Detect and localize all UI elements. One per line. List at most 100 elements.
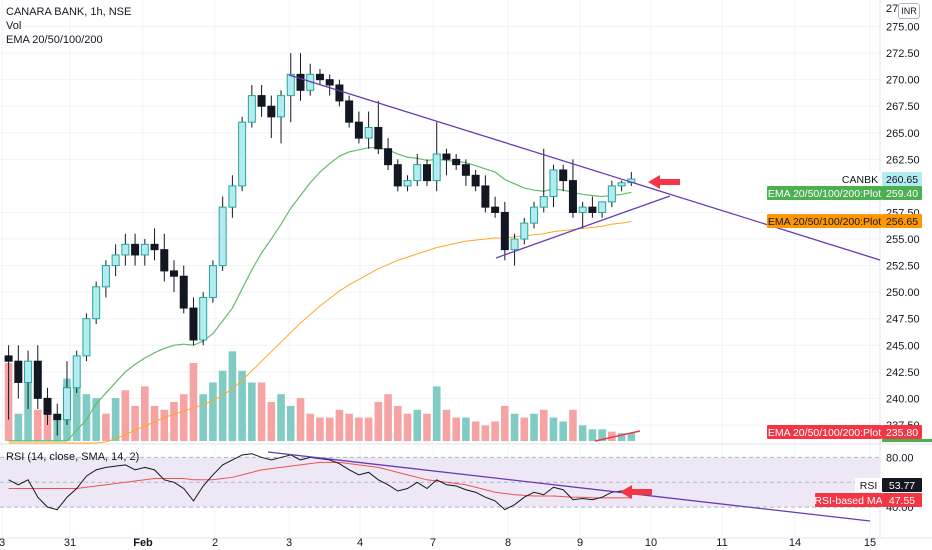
candle-up [286, 73, 295, 97]
rsi-pane [0, 453, 880, 511]
rsi-label-badge-bg [855, 478, 882, 492]
candle-down [393, 164, 402, 187]
price-tick-label: 245.00 [886, 340, 920, 352]
time-tick-label: Feb [133, 537, 153, 549]
volume-bar [442, 409, 451, 441]
volume-bar [374, 402, 383, 441]
candle-down [170, 270, 179, 277]
time-tick-label: 11 [716, 537, 727, 549]
volume-bar [491, 421, 499, 441]
price-tick-label: 255.00 [886, 234, 920, 246]
volume-bar [102, 413, 110, 441]
candle-up [277, 95, 286, 118]
volume-bar [452, 417, 460, 441]
rsi-ma-value-badge-bg [882, 493, 922, 507]
volume-bar [199, 394, 207, 441]
volume-bar [325, 417, 334, 441]
green-axis-marker [882, 439, 932, 442]
candle-up [432, 153, 441, 182]
volume-bar [530, 413, 538, 441]
symbol-title[interactable]: CANARA BANK, 1h, NSE [6, 6, 132, 18]
ema-fast-label-badge-bg [767, 186, 882, 200]
volume-bar [471, 421, 480, 441]
candle-down [471, 174, 480, 187]
price-tick-label: 250.00 [886, 287, 920, 299]
rsi-ma-value-badge: 47.55 [889, 495, 915, 507]
candle-down [14, 360, 23, 383]
candle-up [72, 355, 81, 389]
volume-bar [296, 398, 305, 441]
volume-bar [588, 429, 597, 441]
volume-legend[interactable]: Vol [6, 20, 22, 32]
symbol-badge: CANBK [842, 174, 878, 186]
volume-bar [549, 417, 558, 441]
trendline-drawings[interactable] [267, 74, 881, 522]
candle-up [247, 95, 256, 123]
volume-bar [218, 370, 227, 441]
candle-up [92, 286, 101, 320]
candle-up [111, 254, 120, 267]
candle-up [607, 185, 616, 203]
symbol-badge-bg [838, 172, 882, 186]
volume-bar [559, 421, 568, 441]
volume-bar [569, 409, 577, 441]
time-tick-label: 9 [577, 537, 583, 549]
price-tick-label: 240.00 [886, 393, 920, 405]
ema-low-value-badge-bg [882, 425, 922, 439]
volume-bar [355, 417, 363, 441]
time-tick-label: 8 [505, 537, 511, 549]
rsi-legend[interactable]: RSI (14, close, SMA, 14, 2) [6, 451, 140, 463]
volume-bar [364, 417, 373, 441]
time-tick-label: 14 [789, 537, 801, 549]
candle-down [160, 249, 169, 272]
volume-bar [141, 386, 149, 441]
candle-down [189, 307, 198, 341]
candle-down [315, 73, 324, 81]
volume-bar [510, 413, 519, 441]
volume-bar [228, 351, 237, 441]
price-arrow [648, 175, 680, 189]
ema-slow-label-badge: EMA 20/50/100/200:Plot [768, 216, 881, 228]
time-tick-label: 10 [645, 537, 657, 549]
support-trendline [495, 195, 671, 259]
price-tick-label: 262.50 [886, 154, 920, 166]
volume-bar [501, 405, 509, 441]
candle-up [208, 265, 217, 298]
volume-bar [335, 409, 344, 441]
time-tick-label: 2 [212, 537, 218, 549]
ema-fast-value-badge-bg [882, 186, 922, 200]
volume-bar [277, 394, 285, 441]
ema-low-label-badge: EMA 20/50/100/200:Plot [768, 427, 881, 439]
price-tick-label: 272.50 [886, 48, 920, 60]
volume-bar [394, 405, 402, 441]
price-tick-label: 252.50 [886, 261, 920, 273]
last-price-badge-bg [882, 172, 922, 186]
price-badges: CANBK 260.65 EMA 20/50/100/200:Plot 259.40 E… [767, 172, 932, 507]
candle-down [452, 158, 461, 166]
volume-bar [520, 417, 529, 441]
candle-up [228, 185, 237, 208]
candle-down [442, 153, 451, 160]
volume-bar [160, 409, 169, 441]
candle-down [481, 185, 490, 208]
volume-bar [121, 390, 130, 441]
candle-up [549, 169, 558, 198]
volume-bar [209, 382, 217, 441]
currency-badge[interactable]: INR [898, 3, 920, 19]
candle-down [53, 413, 62, 421]
volume-bar [111, 398, 120, 441]
volume-bar [92, 398, 100, 441]
candle-up [510, 238, 519, 251]
ema-slow-value-badge: 256.65 [886, 216, 918, 228]
volume-bar [345, 413, 353, 441]
rsi-value-badge: 53.77 [889, 480, 915, 492]
volume-bar [248, 382, 256, 441]
candle-up [520, 222, 529, 240]
candle-up [199, 296, 208, 341]
ema-legend[interactable]: EMA 20/50/100/200 [6, 34, 103, 46]
candle-down [568, 180, 577, 213]
volume-bar [462, 417, 470, 441]
candle-down [257, 95, 266, 107]
volume-bar [43, 409, 52, 441]
